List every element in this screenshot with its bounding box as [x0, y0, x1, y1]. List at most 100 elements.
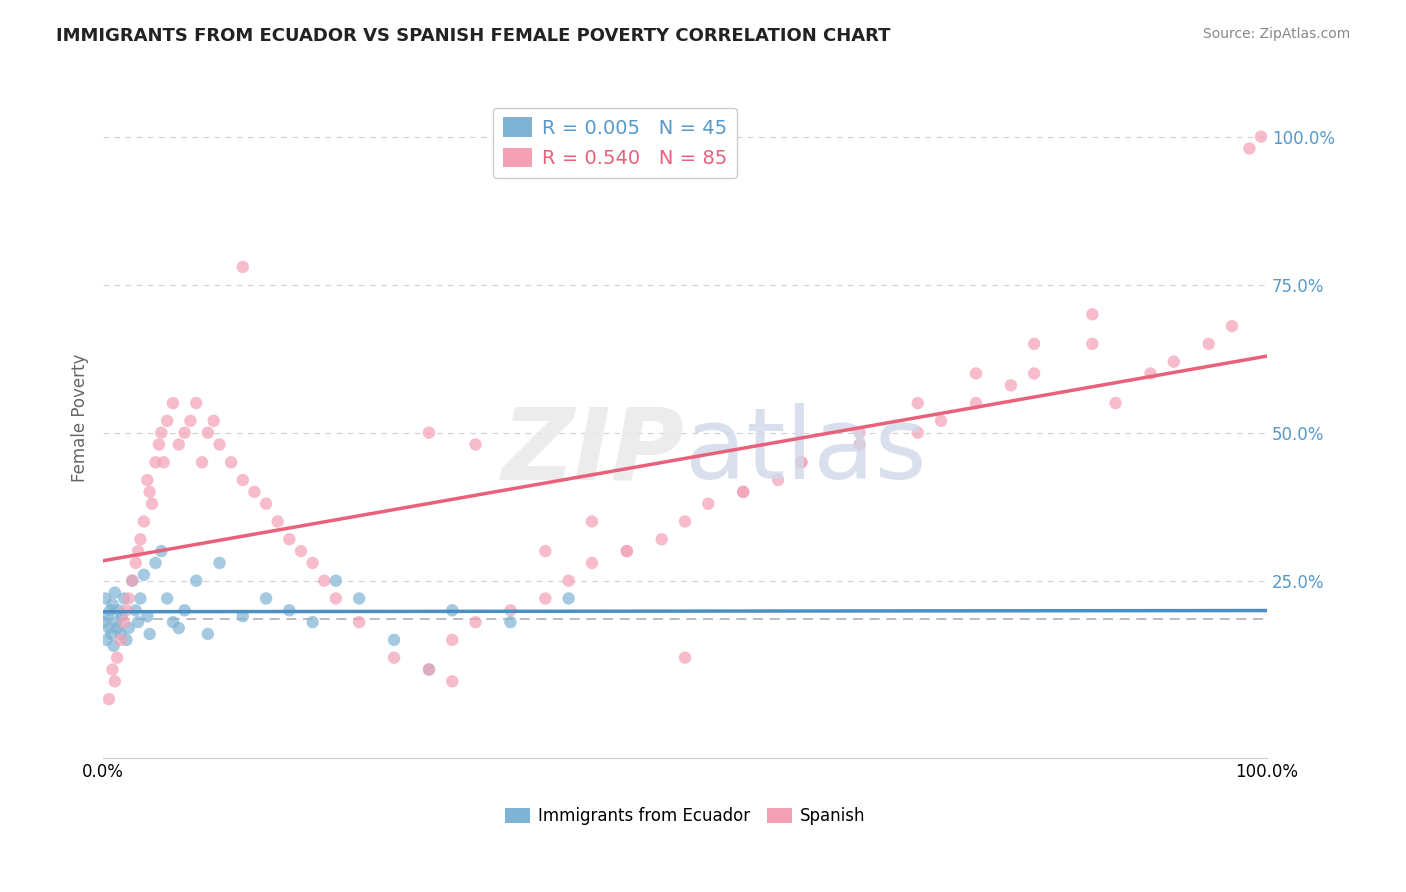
- Y-axis label: Female Poverty: Female Poverty: [72, 354, 89, 482]
- Point: [112, 591, 135, 606]
- Point: [1024, 367, 1046, 381]
- Text: IMMIGRANTS FROM ECUADOR VS SPANISH FEMALE POVERTY CORRELATION CHART: IMMIGRANTS FROM ECUADOR VS SPANISH FEMAL…: [56, 27, 891, 45]
- Point: [325, 591, 347, 606]
- Point: [965, 367, 987, 381]
- Point: [965, 396, 987, 410]
- Point: [104, 585, 127, 599]
- Point: [267, 515, 290, 529]
- Point: [290, 544, 312, 558]
- Point: [382, 650, 405, 665]
- Point: [441, 632, 464, 647]
- Point: [115, 632, 138, 647]
- Point: [136, 609, 159, 624]
- Point: [464, 437, 486, 451]
- Point: [1139, 367, 1161, 381]
- Point: [162, 396, 184, 410]
- Point: [162, 615, 184, 629]
- Point: [254, 497, 277, 511]
- Point: [186, 396, 208, 410]
- Point: [129, 591, 152, 606]
- Point: [105, 621, 128, 635]
- Point: [581, 515, 603, 529]
- Point: [382, 632, 405, 647]
- Point: [110, 627, 132, 641]
- Point: [733, 484, 755, 499]
- Point: [97, 609, 120, 624]
- Point: [132, 515, 155, 529]
- Text: Source: ZipAtlas.com: Source: ZipAtlas.com: [1202, 27, 1350, 41]
- Point: [138, 627, 160, 641]
- Point: [766, 473, 789, 487]
- Point: [197, 627, 219, 641]
- Point: [673, 650, 696, 665]
- Point: [97, 621, 120, 635]
- Point: [848, 425, 870, 440]
- Point: [301, 556, 323, 570]
- Point: [499, 603, 522, 617]
- Point: [111, 609, 134, 624]
- Point: [173, 425, 195, 440]
- Point: [1000, 378, 1022, 392]
- Point: [441, 674, 464, 689]
- Point: [96, 632, 118, 647]
- Point: [499, 615, 522, 629]
- Point: [125, 556, 148, 570]
- Point: [150, 544, 173, 558]
- Point: [94, 591, 117, 606]
- Point: [929, 414, 952, 428]
- Point: [1081, 307, 1104, 321]
- Point: [557, 574, 579, 588]
- Point: [347, 591, 370, 606]
- Point: [254, 591, 277, 606]
- Point: [534, 591, 557, 606]
- Point: [581, 556, 603, 570]
- Point: [790, 455, 813, 469]
- Point: [907, 425, 929, 440]
- Point: [278, 533, 301, 547]
- Point: [418, 663, 440, 677]
- Point: [1163, 354, 1185, 368]
- Point: [301, 615, 323, 629]
- Point: [112, 615, 135, 629]
- Point: [148, 437, 170, 451]
- Point: [907, 396, 929, 410]
- Point: [1024, 337, 1046, 351]
- Point: [232, 473, 254, 487]
- Point: [118, 621, 141, 635]
- Point: [150, 425, 173, 440]
- Point: [156, 414, 179, 428]
- Point: [136, 473, 159, 487]
- Point: [104, 615, 127, 629]
- Point: [1220, 319, 1243, 334]
- Point: [191, 455, 214, 469]
- Point: [127, 615, 149, 629]
- Point: [179, 414, 201, 428]
- Point: [173, 603, 195, 617]
- Point: [243, 484, 266, 499]
- Point: [103, 639, 125, 653]
- Point: [1104, 396, 1126, 410]
- Point: [101, 663, 124, 677]
- Point: [127, 544, 149, 558]
- Point: [1198, 337, 1220, 351]
- Point: [105, 650, 128, 665]
- Point: [125, 603, 148, 617]
- Point: [138, 484, 160, 499]
- Point: [104, 674, 127, 689]
- Point: [129, 533, 152, 547]
- Point: [534, 544, 557, 558]
- Point: [167, 621, 190, 635]
- Point: [208, 556, 231, 570]
- Point: [167, 437, 190, 451]
- Point: [145, 556, 167, 570]
- Point: [232, 260, 254, 274]
- Point: [848, 437, 870, 451]
- Point: [441, 603, 464, 617]
- Point: [314, 574, 336, 588]
- Point: [1239, 141, 1261, 155]
- Point: [232, 609, 254, 624]
- Point: [110, 632, 132, 647]
- Point: [418, 425, 440, 440]
- Point: [347, 615, 370, 629]
- Point: [156, 591, 179, 606]
